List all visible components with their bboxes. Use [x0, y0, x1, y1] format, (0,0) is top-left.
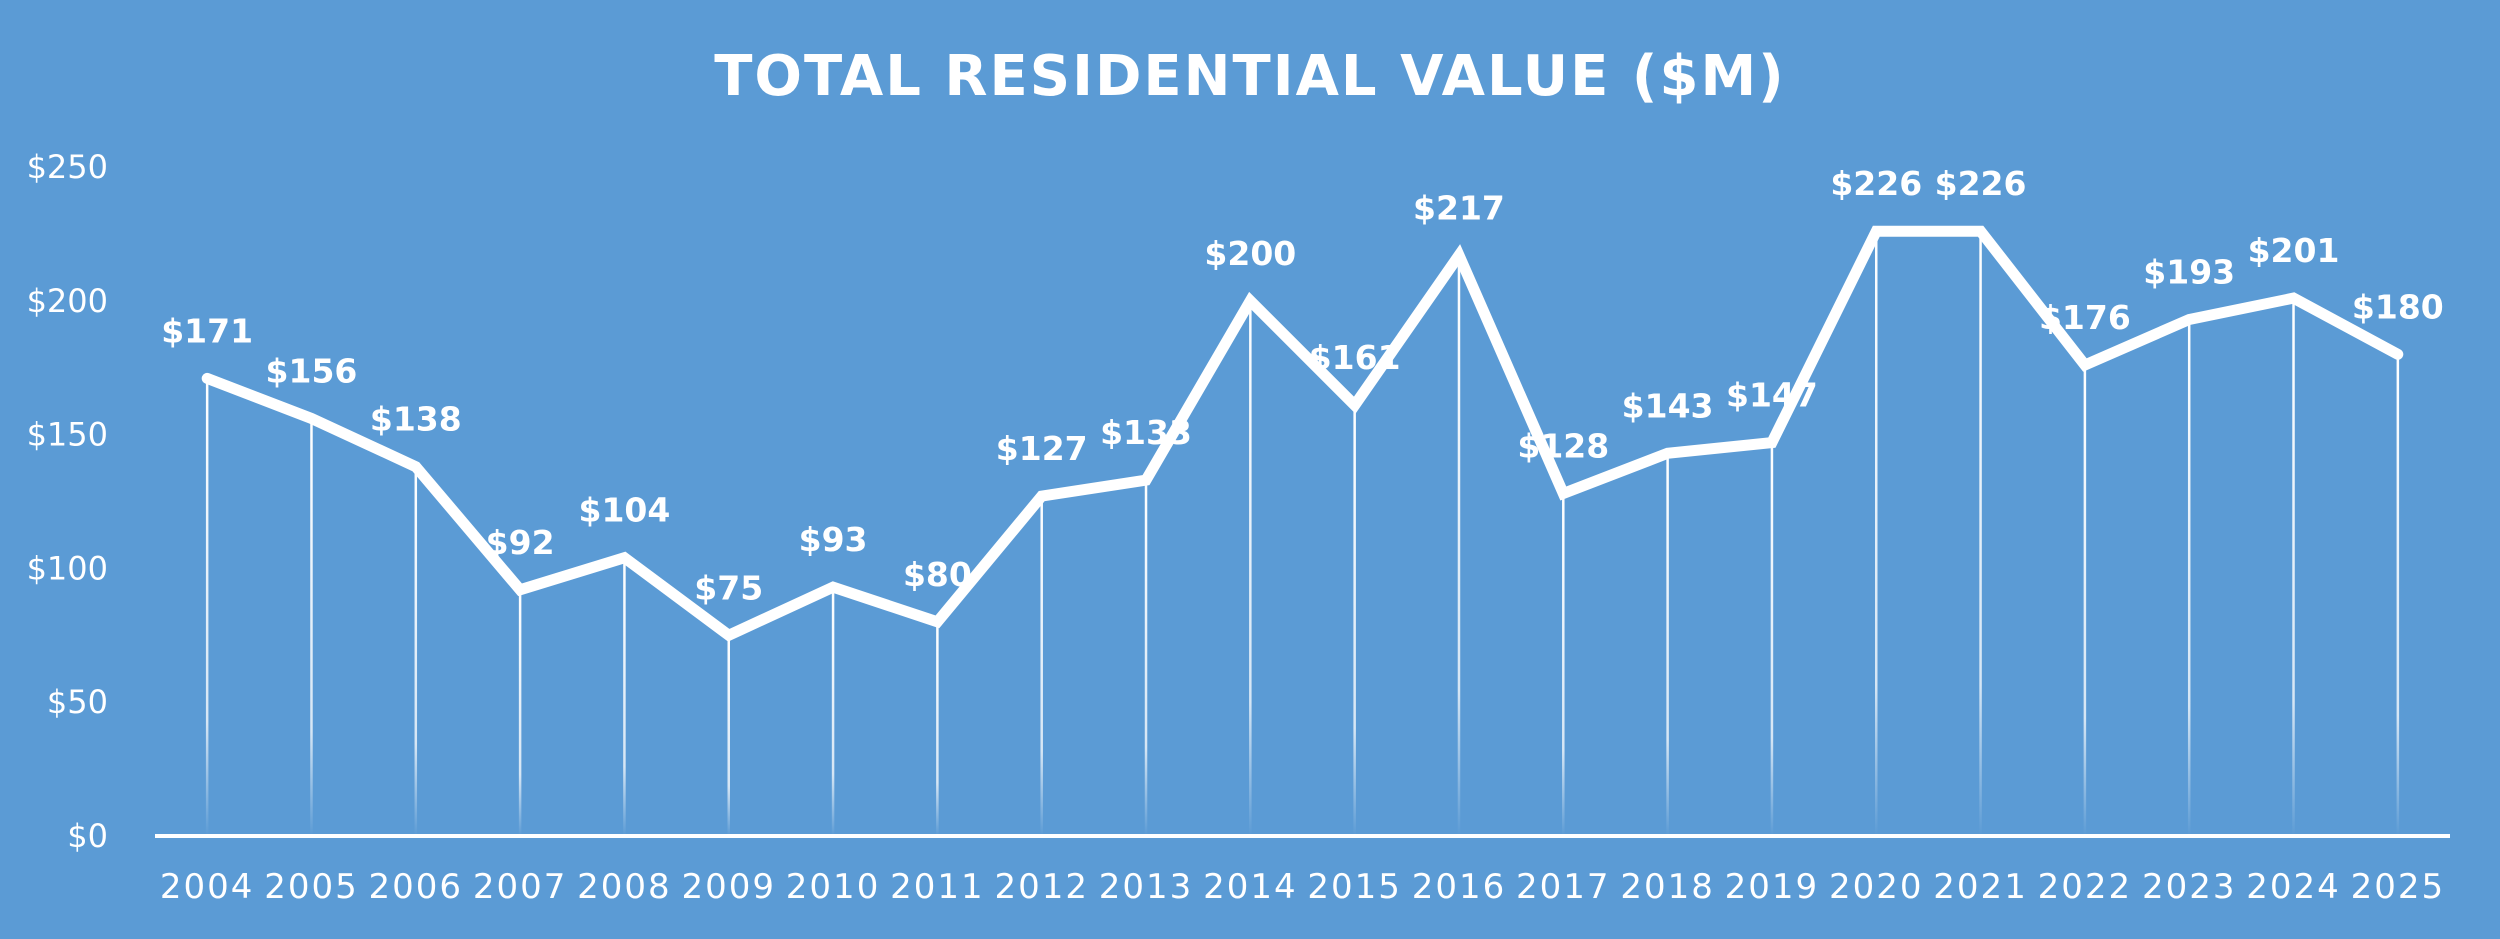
drop-line: [2187, 319, 2191, 837]
data-label: $193: [2143, 253, 2235, 292]
data-label: $226: [1830, 164, 1922, 203]
x-tick-label: 2013: [1099, 867, 1194, 907]
drop-lines: [205, 231, 2400, 837]
drop-line: [1144, 480, 1148, 836]
drop-line: [936, 621, 939, 836]
x-tick-label: 2024: [2246, 867, 2341, 907]
data-label: $201: [2248, 231, 2340, 270]
data-label: $217: [1413, 188, 1505, 227]
y-tick-label: $200: [27, 282, 108, 320]
x-tick-label: 2016: [1412, 867, 1507, 907]
data-label: $92: [486, 523, 555, 562]
x-tick-label: 2020: [1829, 867, 1924, 907]
drop-line: [414, 466, 418, 836]
drop-line: [1249, 300, 1252, 836]
x-tick-label: 2021: [1933, 867, 2028, 907]
drop-line: [1666, 453, 1669, 836]
drop-line: [1770, 442, 1774, 836]
y-tick-label: $0: [67, 817, 108, 855]
chart-title: TOTAL RESIDENTIAL VALUE ($M): [714, 44, 1786, 109]
drop-line: [1875, 231, 1878, 836]
drop-line: [518, 589, 522, 836]
data-labels: $171 $156 $138 $92 $104 $75 $93 $80 $127 $133 $200…: [161, 164, 2444, 607]
x-tick-label: 2025: [2351, 867, 2446, 907]
drop-line: [1979, 231, 1982, 836]
x-tick-label: 2017: [1516, 867, 1611, 907]
x-tick-label: 2019: [1725, 867, 1820, 907]
data-label: $156: [266, 352, 358, 391]
drop-line: [1040, 496, 1043, 836]
data-label: $104: [579, 491, 671, 530]
series-line: [201, 225, 2404, 642]
y-tick-label: $50: [47, 683, 108, 721]
drop-line: [831, 587, 835, 836]
y-tick-label: $250: [27, 148, 108, 186]
x-tick-label: 2018: [1620, 867, 1715, 907]
data-label: $128: [1517, 426, 1609, 465]
drop-line: [310, 418, 313, 836]
drop-line: [2292, 298, 2295, 836]
drop-line: [205, 378, 209, 836]
data-label: $171: [161, 311, 253, 350]
drop-line: [623, 557, 626, 836]
data-label: $161: [1309, 338, 1401, 377]
data-label: $200: [1204, 234, 1296, 273]
y-tick-label: $150: [27, 416, 108, 454]
data-label: $75: [694, 568, 763, 607]
data-label: $176: [2039, 298, 2131, 337]
y-axis-ticks: $0 $50 $100 $150 $200 $250: [27, 148, 108, 855]
x-tick-label: 2023: [2142, 867, 2237, 907]
x-tick-label: 2007: [473, 867, 568, 907]
x-tick-label: 2022: [2038, 867, 2133, 907]
data-label: $143: [1622, 386, 1714, 425]
data-label: $147: [1726, 376, 1818, 415]
data-label: $93: [799, 520, 868, 559]
drop-line: [1353, 405, 1356, 836]
x-tick-label: 2010: [786, 867, 881, 907]
data-label: $133: [1100, 413, 1192, 452]
x-tick-label: 2014: [1203, 867, 1298, 907]
x-tick-label: 2012: [994, 867, 1089, 907]
x-tick-label: 2004: [160, 867, 255, 907]
x-tick-label: 2015: [1307, 867, 1402, 907]
drop-line: [727, 635, 730, 836]
data-label: $226: [1935, 164, 2027, 203]
drop-line: [2083, 365, 2087, 836]
x-tick-label: 2006: [369, 867, 464, 907]
x-tick-label: 2011: [890, 867, 985, 907]
drop-line: [1562, 493, 1565, 836]
drop-line: [2396, 354, 2400, 836]
y-tick-label: $100: [27, 549, 108, 587]
x-tick-label: 2005: [264, 867, 359, 907]
drop-line: [1457, 255, 1461, 837]
data-label: $127: [996, 429, 1088, 468]
data-label: $80: [903, 555, 972, 594]
x-tick-label: 2009: [681, 867, 776, 907]
x-tick-label: 2008: [577, 867, 672, 907]
x-axis-ticks: 2004 2005 2006 2007 2008 2009 2010 2011 2012 2013…: [160, 867, 2446, 907]
data-label: $138: [370, 400, 462, 439]
data-label: $180: [2352, 287, 2444, 326]
